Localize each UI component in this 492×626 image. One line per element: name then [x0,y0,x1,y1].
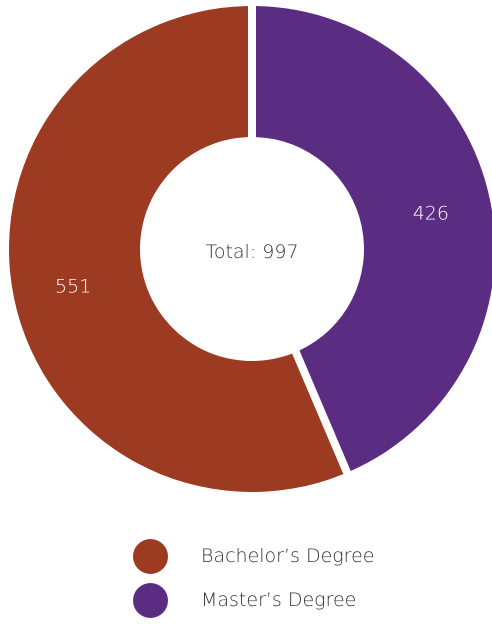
legend-label-masters: Master’s Degree [201,589,357,611]
slice-value-label-bachelors: 551 [55,275,91,297]
legend-label-bachelors: Bachelor’s Degree [201,545,375,567]
center-total-label: Total: 997 [205,241,298,263]
legend-item-masters: Master’s Degree [133,582,374,618]
legend-swatch-masters [133,582,168,618]
legend-item-bachelors: Bachelor’s Degree [133,538,374,574]
slice-masters [255,6,492,472]
slices-group [8,6,492,493]
legend: Bachelor’s Degree Master’s Degree [133,538,374,626]
legend-swatch-bachelors [133,538,168,574]
slice-labels-group: 551 426 [55,203,449,298]
slice-value-label-masters: 426 [413,203,449,225]
slice-bachelors [8,6,344,493]
